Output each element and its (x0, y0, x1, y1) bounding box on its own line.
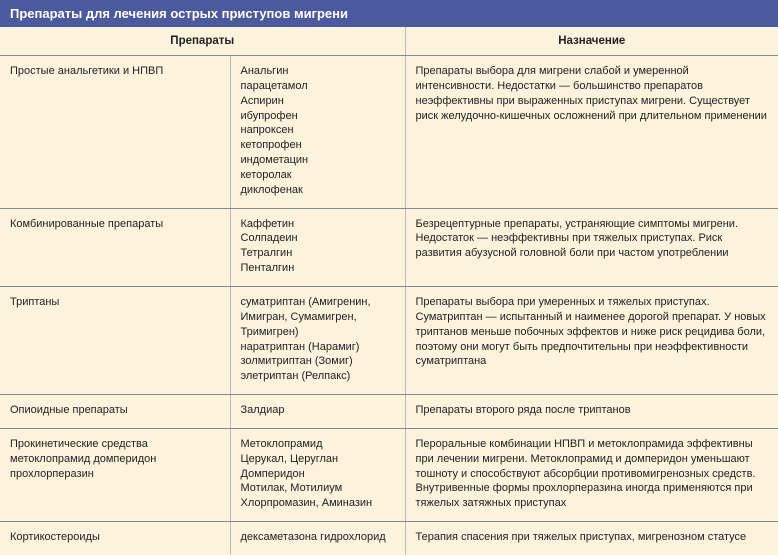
table-row: Кортикостероидыдексаметазона гидрохлорид… (0, 522, 778, 555)
cell-category: Комбинированные препараты (0, 208, 230, 286)
cell-category: Простые анальгетики и НПВП (0, 56, 230, 209)
table-row: Простые анальгетики и НПВПАнальгин парац… (0, 56, 778, 209)
table-row: Прокинетические средства метоклопрамид д… (0, 428, 778, 521)
cell-category: Кортикостероиды (0, 522, 230, 555)
migraine-drugs-table: Препараты Назначение Простые анальгетики… (0, 27, 778, 555)
table-row: Комбинированные препаратыКаффетин Солпад… (0, 208, 778, 286)
table-row: Опиоидные препаратыЗалдиарПрепараты втор… (0, 395, 778, 429)
cell-purpose: Препараты выбора для мигрени слабой и ум… (405, 56, 778, 209)
cell-drugs: дексаметазона гидрохлорид (230, 522, 405, 555)
cell-purpose: Безрецептурные препараты, устраняющие си… (405, 208, 778, 286)
cell-category: Прокинетические средства метоклопрамид д… (0, 428, 230, 521)
cell-drugs: Анальгин парацетамол Аспирин ибупрофен н… (230, 56, 405, 209)
cell-purpose: Терапия спасения при тяжелых приступах, … (405, 522, 778, 555)
cell-purpose: Препараты выбора при умеренных и тяжелых… (405, 286, 778, 394)
cell-drugs: Каффетин Солпадеин Тетралгин Пенталгин (230, 208, 405, 286)
cell-category: Опиоидные препараты (0, 395, 230, 429)
col-header-naznachenie: Назначение (405, 27, 778, 56)
cell-drugs: суматриптан (Амигренин, Имигран, Сумамиг… (230, 286, 405, 394)
cell-drugs: Метоклопрамид Церукал, Церуглан Домперид… (230, 428, 405, 521)
table-title: Препараты для лечения острых приступов м… (0, 0, 778, 27)
table-container: Препараты для лечения острых приступов м… (0, 0, 778, 555)
cell-drugs: Залдиар (230, 395, 405, 429)
col-header-preparaty: Препараты (0, 27, 405, 56)
table-row: Триптанысуматриптан (Амигренин, Имигран,… (0, 286, 778, 394)
cell-purpose: Препараты второго ряда после триптанов (405, 395, 778, 429)
cell-category: Триптаны (0, 286, 230, 394)
cell-purpose: Пероральные комбинации НПВП и метоклопра… (405, 428, 778, 521)
header-row: Препараты Назначение (0, 27, 778, 56)
